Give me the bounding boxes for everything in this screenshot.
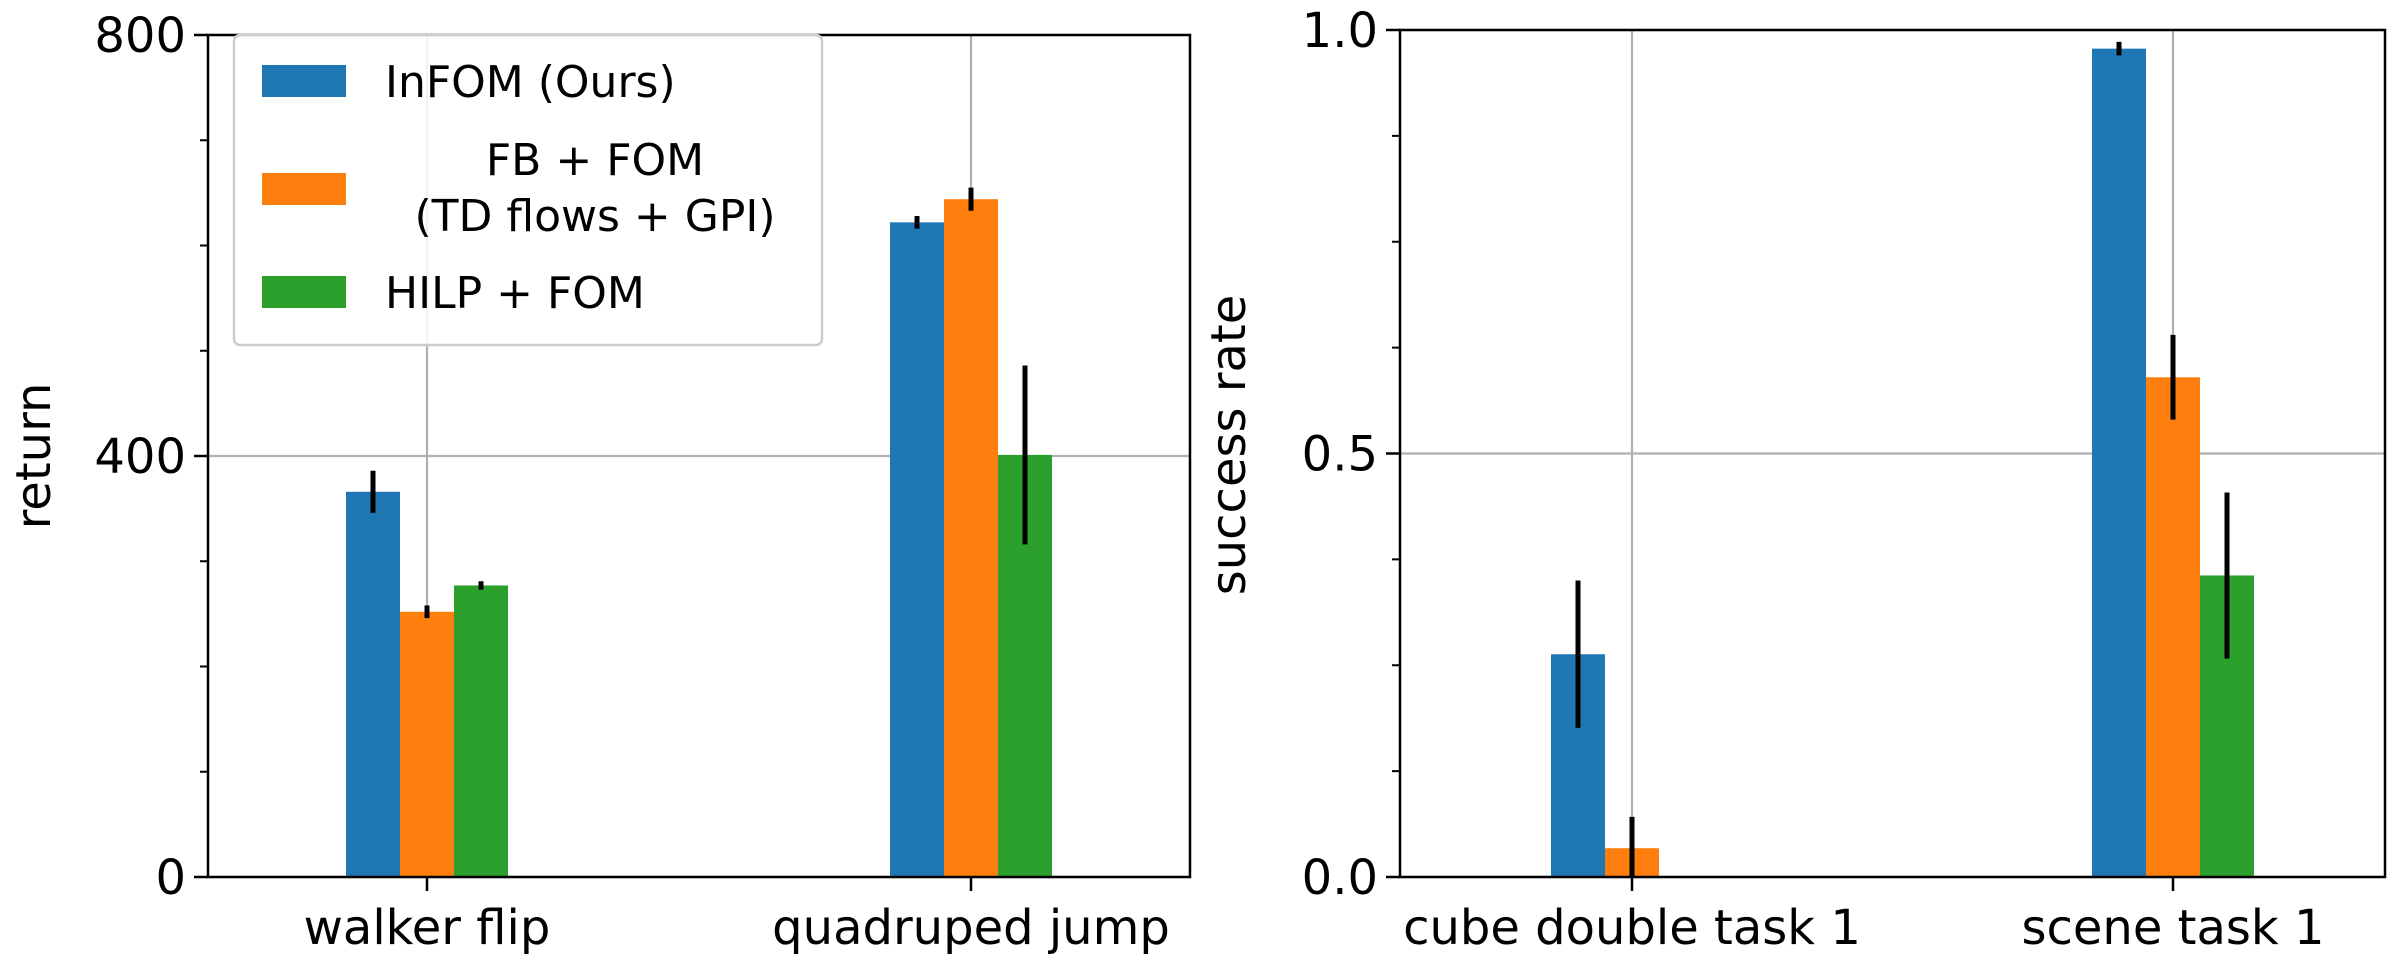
legend-label-1-1: (TD flows + GPI)	[414, 191, 775, 242]
legend-frame	[232, 33, 824, 347]
x-tick-label-0: cube double task 1	[1403, 900, 1861, 956]
y-axis-label: return	[6, 383, 62, 530]
bar-0-0-0	[346, 491, 400, 877]
y-tick-label-2: 1.0	[1302, 3, 1378, 59]
x-tick-label-1: scene task 1	[2022, 900, 2325, 956]
legend-label-1-0: FB + FOM	[486, 135, 704, 186]
chart-success-rate: 0.0 0.5 1.0 cube double task 1 scene task 1 s…	[1201, 3, 2387, 956]
x-tick-label-0: walker flip	[304, 900, 551, 956]
chart-return: 0 400 800 walker flip quadruped jump return In…	[6, 8, 1192, 956]
y-tick-label-1: 0.5	[1302, 427, 1378, 483]
bar-0-0-1	[890, 222, 944, 878]
y-tick-label-2: 800	[94, 8, 186, 64]
bar-0-1-1	[944, 199, 998, 877]
bar-1-0-1	[2092, 48, 2146, 878]
legend-swatch-2	[262, 276, 346, 308]
legend-swatch-1	[262, 173, 346, 205]
y-tick-label-0: 0	[155, 850, 186, 906]
bar-0-1-0	[400, 611, 454, 877]
y-tick-label-1: 400	[94, 429, 186, 485]
axes-frame	[1398, 28, 2387, 879]
x-tick-label-1: quadruped jump	[772, 900, 1170, 956]
legend-swatch-0	[262, 65, 346, 97]
legend-label-2-0: HILP + FOM	[385, 268, 645, 319]
legend: InFOM (Ours) FB + FOM(TD flows + GPI) HILP…	[232, 33, 824, 347]
legend-label-0-0: InFOM (Ours)	[385, 57, 676, 108]
y-axis-label: success rate	[1201, 295, 1257, 596]
y-tick-label-0: 0.0	[1302, 850, 1378, 906]
bar-1-1-1	[2146, 377, 2200, 877]
bar-0-2-0	[454, 585, 508, 877]
